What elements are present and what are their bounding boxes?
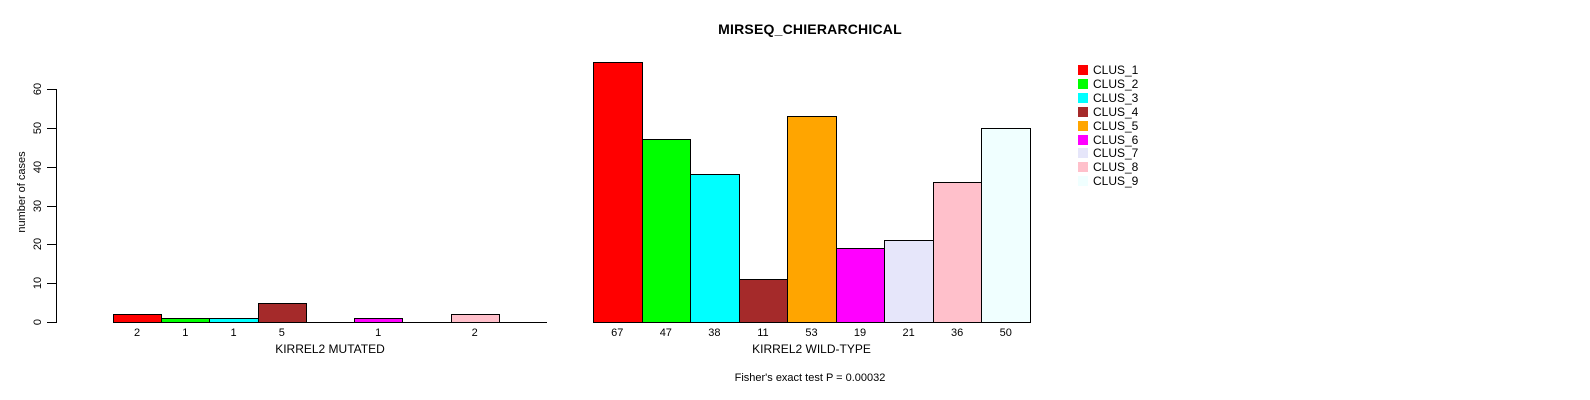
bar-count-label: 1 xyxy=(375,327,382,339)
bar-clus_4 xyxy=(738,279,789,323)
legend-item-clus_8: CLUS_8 xyxy=(1078,161,1138,173)
y-axis-tick-label: 30 xyxy=(32,199,44,212)
legend-label: CLUS_6 xyxy=(1093,132,1139,147)
bar-count-label: 11 xyxy=(757,327,769,339)
bar-clus_6 xyxy=(835,248,886,323)
bar-clus_7 xyxy=(884,240,934,323)
bar-clus_1 xyxy=(593,61,643,323)
bar-count-label: 5 xyxy=(278,327,285,339)
bar-clus_2 xyxy=(161,318,211,323)
bar-clus_5 xyxy=(787,116,837,323)
legend-label: CLUS_9 xyxy=(1093,174,1139,189)
legend-item-clus_1: CLUS_1 xyxy=(1078,64,1138,76)
legend-label: CLUS_4 xyxy=(1093,104,1139,119)
legend-item-clus_4: CLUS_4 xyxy=(1078,106,1138,118)
bar-count-label: 2 xyxy=(134,327,141,339)
legend-item-clus_9: CLUS_9 xyxy=(1078,175,1138,187)
bar-count-label: 53 xyxy=(805,327,818,339)
bar-clus_1 xyxy=(113,314,163,323)
legend-swatch-clus_4 xyxy=(1078,106,1088,117)
y-axis-tick-label: 20 xyxy=(32,238,44,251)
x-axis-baseline xyxy=(113,322,547,323)
legend-swatch-clus_7 xyxy=(1078,148,1088,159)
y-axis-tick xyxy=(47,127,57,129)
bar-clus_4 xyxy=(257,302,307,323)
bar-count-label: 19 xyxy=(853,327,867,339)
y-axis-tick xyxy=(47,89,57,90)
legend-swatch-clus_1 xyxy=(1078,65,1088,75)
y-axis-tick-label: 10 xyxy=(32,277,44,290)
bar-clus_3 xyxy=(209,318,259,323)
legend-label: CLUS_2 xyxy=(1093,76,1139,91)
legend-swatch-clus_2 xyxy=(1078,78,1088,89)
x-axis-label-wildtype: KIRREL2 WILD-TYPE xyxy=(752,342,871,356)
y-axis-title: number of cases xyxy=(16,151,28,233)
legend-swatch-clus_6 xyxy=(1078,134,1088,145)
legend-swatch-clus_5 xyxy=(1078,120,1088,131)
bar-clus_8 xyxy=(450,314,500,323)
legend-swatch-clus_9 xyxy=(1078,176,1088,187)
bar-clus_9 xyxy=(981,127,1031,323)
bar-count-label: 50 xyxy=(999,327,1012,339)
bar-clus_3 xyxy=(690,174,740,323)
chart-title: MIRSEQ_CHIERARCHICAL xyxy=(718,21,902,37)
fisher-test-note: Fisher's exact test P = 0.00032 xyxy=(734,372,886,384)
bar-count-label: 47 xyxy=(659,327,672,339)
x-axis-label-mutated: KIRREL2 MUTATED xyxy=(275,342,385,356)
legend-label: CLUS_1 xyxy=(1093,63,1139,77)
bar-clus_6 xyxy=(354,318,404,323)
legend-item-clus_7: CLUS_7 xyxy=(1078,147,1138,159)
y-axis-tick xyxy=(47,205,57,207)
legend-label: CLUS_7 xyxy=(1093,146,1139,161)
y-axis-tick xyxy=(47,166,57,168)
bar-count-label: 2 xyxy=(471,327,478,339)
y-axis-tick-label: 50 xyxy=(32,121,44,134)
bar-count-label: 21 xyxy=(902,327,915,339)
legend-item-clus_2: CLUS_2 xyxy=(1078,78,1138,90)
y-axis-tick-label: 0 xyxy=(32,318,44,326)
legend-swatch-clus_3 xyxy=(1078,92,1088,103)
legend-label: CLUS_8 xyxy=(1093,160,1139,175)
y-axis-tick-label: 60 xyxy=(32,82,44,96)
bar-count-label: 38 xyxy=(708,327,721,339)
bar-count-label: 36 xyxy=(951,327,964,339)
y-axis-tick-label: 40 xyxy=(32,160,44,173)
legend-item-clus_5: CLUS_5 xyxy=(1078,120,1138,132)
legend-item-clus_3: CLUS_3 xyxy=(1078,92,1138,104)
legend-label: CLUS_5 xyxy=(1093,118,1139,133)
y-axis-tick xyxy=(47,322,57,323)
bar-clus_8 xyxy=(932,182,983,323)
y-axis-tick xyxy=(47,283,57,285)
y-axis-tick xyxy=(47,244,57,246)
legend-item-clus_6: CLUS_6 xyxy=(1078,134,1138,146)
bar-count-label: 1 xyxy=(182,327,189,339)
bar-count-label: 67 xyxy=(611,327,624,339)
bar-count-label: 1 xyxy=(230,327,237,339)
bar-clus_2 xyxy=(641,139,692,323)
legend-label: CLUS_3 xyxy=(1093,90,1139,105)
legend-swatch-clus_8 xyxy=(1078,162,1088,173)
